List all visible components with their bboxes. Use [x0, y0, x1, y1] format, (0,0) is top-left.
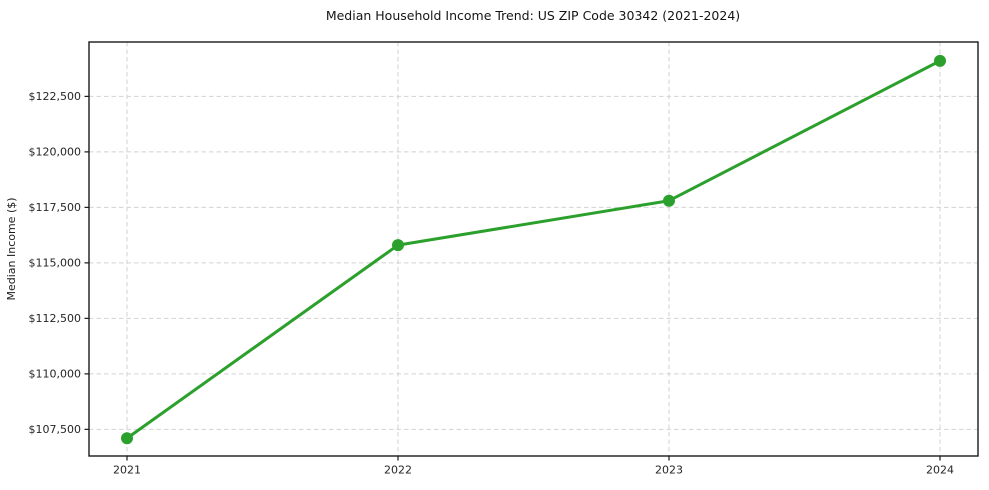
x-tick-label: 2024 — [926, 464, 954, 477]
y-tick-label: $107,500 — [29, 423, 82, 436]
data-series — [121, 54, 946, 445]
y-tick-label: $110,000 — [29, 368, 82, 381]
data-point-2022 — [392, 239, 404, 252]
x-tick-label: 2022 — [384, 464, 412, 477]
data-point-2024 — [934, 54, 946, 67]
y-tick-label: $120,000 — [29, 146, 82, 159]
x-tick-label: 2023 — [655, 464, 683, 477]
plot-border — [88, 41, 979, 457]
data-point-2021 — [121, 432, 133, 445]
y-axis-label: Median Income ($) — [5, 197, 18, 300]
x-tick-label: 2021 — [113, 464, 141, 477]
trend-line — [125, 59, 942, 440]
y-tick-label: $117,500 — [29, 201, 82, 214]
data-point-2023 — [663, 194, 675, 207]
y-tick-label: $112,500 — [29, 312, 82, 325]
y-tick-label: $115,000 — [29, 257, 82, 270]
chart-title: Median Household Income Trend: US ZIP Co… — [326, 8, 740, 23]
axes — [84, 41, 979, 461]
y-tick-label: $122,500 — [29, 90, 82, 103]
gridlines — [89, 42, 978, 456]
tick-labels: $107,500 $110,000 $112,500 $115,000 $117,500… — [29, 90, 955, 476]
